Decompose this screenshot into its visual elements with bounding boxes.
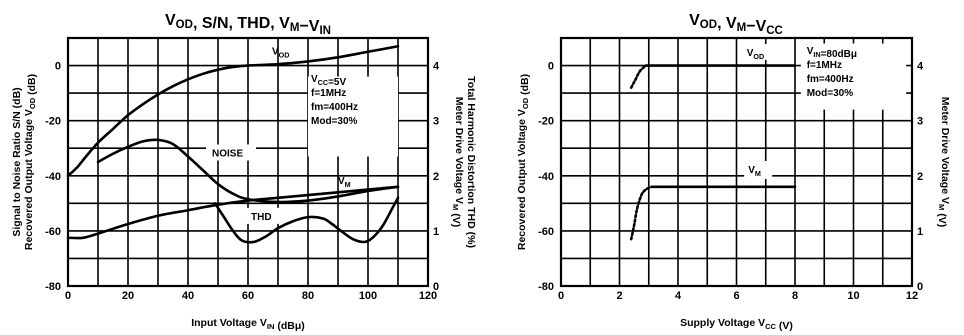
chart1-x-tick-label: 100 [359, 290, 377, 302]
chart2-vm-label-bg [744, 161, 773, 180]
chart1-y-left-tick-label: -20 [45, 116, 61, 128]
chart1-series-noise-line [96, 138, 400, 204]
chart2-y-left-tick-label: -60 [538, 226, 554, 238]
chart2-y-right-label: Meter Drive Voltage VM (V) [936, 97, 951, 227]
chart1-condition-line: VCC=5V [311, 74, 346, 88]
chart2-condition-line: VIN=80dBμ [807, 46, 857, 60]
chart2-x-tick-label: 4 [675, 290, 682, 302]
chart1-y-right-label-line1: Meter Drive Voltage VM (V) [450, 97, 465, 227]
chart1-series-vod-line [66, 44, 400, 178]
chart2-condition-line: fm=400Hz [807, 74, 854, 85]
chart1-series-label: VM [338, 176, 351, 189]
chart1-y-right-tick-label: 0 [433, 281, 439, 293]
chart1-series-thd-line [213, 196, 400, 244]
chart2-y-left-tick-label: -40 [538, 171, 554, 183]
chart2-vod-label-bg [742, 43, 783, 60]
chart1-y-left-tick-label: -40 [45, 171, 61, 183]
chart2-series-label: VOD [747, 48, 764, 61]
chart1-y-left-label-line1: Signal to Noise Ratio S/N (dB) [11, 87, 23, 236]
chart2-x-axis-label: Supply Voltage VCC (V) [680, 317, 793, 332]
chart1-plot-frame [66, 36, 430, 288]
chart1-x-tick-label: 80 [302, 290, 314, 302]
chart1-series-label: THD [251, 212, 272, 223]
chart1-y-right-label-line2: Total Harmonic Distortion THD (%) [465, 76, 477, 248]
chart2-x-tick-label: 2 [616, 290, 622, 302]
chart1-thd-label-bg [246, 207, 280, 224]
chart2-condition-line: f=1MHz [807, 60, 842, 71]
chart2-y-left-tick-label: -20 [538, 116, 554, 128]
chart1-y-left-label-line2: Recovered Output Voltage VOD (dB) [23, 74, 38, 250]
chart1-title: VOD, S/N, THD, VM−VIN [165, 12, 331, 37]
chart2-y-right-tick-label: 4 [917, 61, 924, 73]
chart2-series-label: VM [748, 165, 761, 178]
chart2-series-startup-line [629, 185, 653, 241]
chart1-x-tick-label: 120 [419, 290, 437, 302]
chart1-x-tick-label: 0 [65, 290, 71, 302]
chart2-x-tick-label: 12 [906, 290, 918, 302]
chart1-y-right-tick-label: 2 [433, 171, 439, 183]
chart1-y-right-tick-label: 3 [433, 116, 439, 128]
chart2-x-tick-label: 6 [733, 290, 739, 302]
chart1-series-label: VOD [272, 47, 289, 60]
chart1-noise-label-bg [206, 144, 256, 161]
chart1-x-tick-label: 40 [182, 290, 194, 302]
chart1-condition-line: Mod=30% [311, 116, 358, 127]
chart1-condition-line: f=1MHz [311, 88, 346, 99]
chart2-y-left-label: Recovered Output Voltage VOD (dB) [516, 74, 531, 250]
chart1-series-label: NOISE [212, 148, 243, 159]
chart2-y-right-tick-label: 0 [917, 281, 923, 293]
chart1-conditions-bg [308, 76, 398, 157]
chart1-x-axis-label: Input Voltage VIN (dBμ) [191, 317, 305, 332]
chart1-x-tick-label: 60 [242, 290, 254, 302]
chart1-y-left-tick-label: -80 [45, 281, 61, 293]
chart2-conditions-bg [800, 43, 907, 110]
chart2-y-left-tick-label: 0 [548, 61, 554, 73]
chart2-title: VOD, VM−VCC [689, 12, 783, 37]
chart2-y-right-tick-label: 2 [917, 171, 923, 183]
chart2-x-tick-label: 10 [847, 290, 859, 302]
chart1-condition-line: fm=400Hz [311, 102, 358, 113]
chart2-y-right-tick-label: 1 [917, 226, 923, 238]
chart2-y-right-tick-label: 3 [917, 116, 923, 128]
chart2-plot-frame [559, 36, 914, 288]
chart1-series-vm-line [66, 185, 400, 240]
chart1-y-left-tick-label: -60 [45, 226, 61, 238]
chart2-x-tick-label: 8 [792, 290, 798, 302]
chart1-x-tick-label: 20 [122, 290, 134, 302]
chart2-series-startup-line [629, 64, 648, 89]
chart2-condition-line: Mod=30% [807, 88, 854, 99]
chart1-y-left-tick-label: 0 [55, 61, 61, 73]
chart2-x-tick-label: 0 [558, 290, 564, 302]
chart1-y-right-tick-label: 4 [433, 61, 440, 73]
chart2-y-left-tick-label: -80 [538, 281, 554, 293]
chart1-y-right-tick-label: 1 [433, 226, 439, 238]
